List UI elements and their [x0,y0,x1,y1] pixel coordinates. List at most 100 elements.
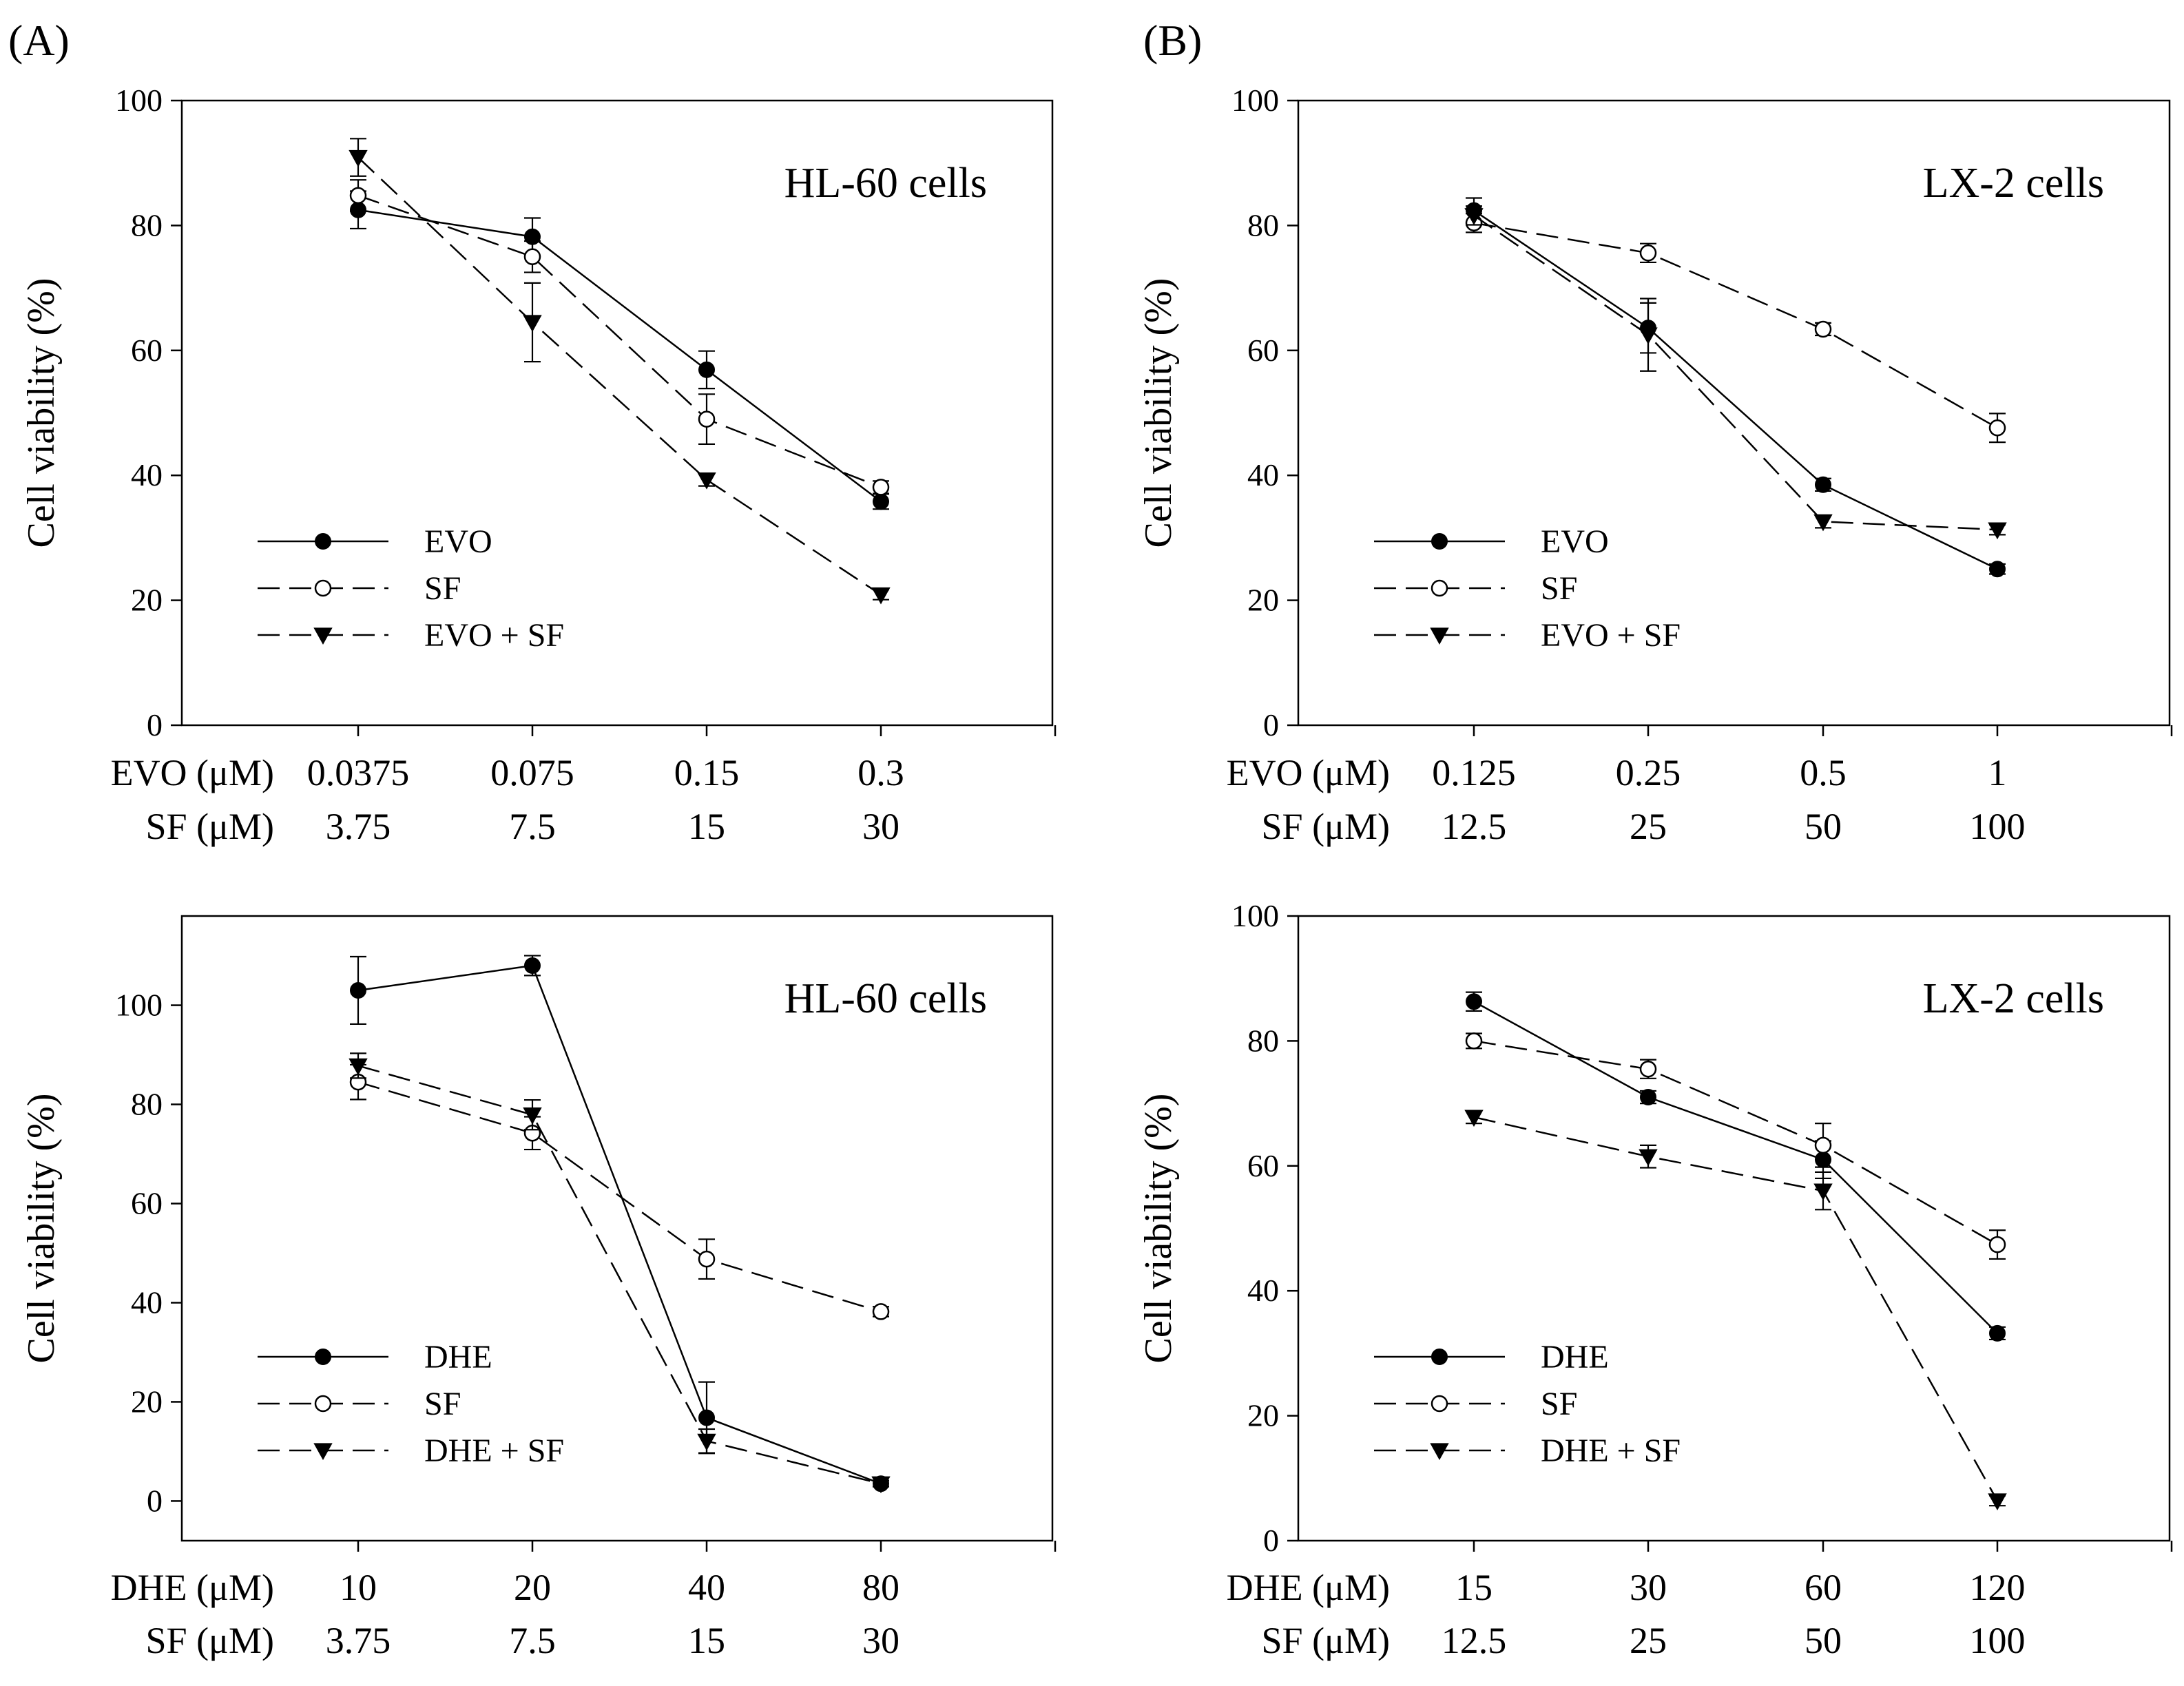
x-tick-label: 100 [1970,1620,2026,1661]
legend: DHE SF DHE + SF [1374,1339,1681,1469]
x-tick-label: 0.15 [674,752,740,793]
data-point [697,1433,716,1451]
data-point [1988,1493,2007,1511]
data-point [872,1303,890,1320]
legend-marker [1431,579,1448,597]
y-tick-label: 40 [131,457,163,492]
x-tick-label: 0.5 [1800,752,1847,793]
data-point [1989,1324,2006,1342]
x-tick-label: 25 [1630,1620,1667,1661]
series-2 [1465,213,2006,444]
series-line [1473,214,1998,531]
data-point [698,361,715,378]
x-tick-label: 120 [1970,1567,2026,1608]
data-point [350,981,366,999]
data-point [1815,476,1831,493]
series-line [357,194,882,488]
series-3 [1464,1110,2007,1511]
chart-title: LX-2 cells [1923,975,2104,1022]
x-tick-label: 12.5 [1442,1620,1507,1661]
x-tick-label: 1 [1988,752,2007,793]
x-row-label: SF (μM) [146,1620,275,1661]
y-axis-label: Cell viability (%) [1137,1094,1180,1364]
x-tick-label: 100 [1970,806,2026,847]
x-tick-label: 30 [862,806,899,847]
y-tick-label: 60 [1247,1148,1279,1183]
legend-marker [1430,1443,1449,1461]
data-point [1464,1110,1484,1127]
data-point [1464,208,1484,225]
x-row-label: DHE (μM) [1227,1567,1390,1608]
data-point [1465,1032,1483,1050]
y-tick-label: 40 [1247,1273,1279,1308]
series-line [357,1065,882,1485]
legend-entry: EVO [424,523,492,560]
legend-entry: SF [1541,1386,1577,1422]
legend: EVO SF EVO + SF [258,523,564,654]
data-point [523,1107,542,1125]
x-tick-label: 10 [340,1567,377,1608]
x-tick-label: 20 [514,1567,551,1608]
x-tick-label: 0.075 [490,752,574,793]
chart-title: HL-60 cells [784,160,987,207]
y-tick-label: 80 [131,1087,163,1122]
data-point [1814,320,1832,338]
y-tick-label: 40 [1247,457,1279,492]
y-tick-label: 60 [1247,333,1279,368]
data-point [698,410,716,428]
legend-marker [315,533,331,550]
x-tick-label: 0.25 [1616,752,1681,793]
legend-marker [1430,627,1449,645]
data-point [872,479,890,496]
y-axis-label: Cell viability (%) [1137,278,1180,548]
series-3 [1464,205,2007,540]
legend-entry: EVO + SF [1541,617,1681,654]
legend: DHE SF DHE + SF [258,1339,564,1469]
data-point [1639,1060,1657,1078]
x-row-label: DHE (μM) [111,1567,274,1608]
y-axis-label: Cell viability (%) [20,1094,63,1364]
data-point [1639,327,1658,345]
x-tick-label: 0.0375 [307,752,410,793]
chart-4: 0 20 40 60 80 100 Cell viability (%) DHE (μM) 15… [1137,898,2173,1661]
legend-marker [1431,1349,1448,1365]
x-tick-label: 50 [1805,1620,1842,1661]
x-tick-label: 60 [1805,1567,1842,1608]
legend-entry: DHE + SF [1541,1433,1681,1469]
data-point [349,187,367,205]
y-tick-label: 20 [131,1384,163,1419]
y-tick-label: 60 [131,333,163,368]
data-point [524,957,541,974]
series-3 [349,138,891,605]
y-tick-label: 80 [131,207,163,242]
legend-entry: SF [424,1386,461,1422]
legend-marker [314,1395,332,1413]
x-tick-label: 12.5 [1442,806,1507,847]
series-line [1473,1040,1998,1246]
data-point [1813,514,1833,532]
x-row-label: SF (μM) [146,806,275,847]
data-point [1813,1183,1833,1201]
data-point [523,315,542,333]
y-tick-label: 20 [1247,583,1279,618]
y-tick-label: 80 [1247,1023,1279,1058]
x-tick-label: 80 [862,1567,899,1608]
legend: EVO SF EVO + SF [1374,523,1681,654]
x-tick-label: 0.125 [1432,752,1516,793]
x-tick-label: 15 [1455,1567,1493,1608]
x-tick-label: 15 [688,1620,725,1661]
data-point [1988,1236,2006,1253]
x-tick-label: 0.3 [857,752,904,793]
data-point [1989,561,2006,578]
chart-2: 0 20 40 60 80 100 Cell viability (%) EVO (μM) 0.… [1137,83,2173,847]
panel-label-b: (B) [1143,16,1202,65]
x-tick-label: 3.75 [326,806,391,847]
y-tick-label: 60 [131,1186,163,1221]
series-line [357,156,882,596]
y-tick-label: 100 [1231,83,1279,118]
series-3 [349,1052,891,1494]
y-axis-label: Cell viability (%) [20,278,63,548]
legend-entry: EVO [1541,523,1609,560]
series-line [1473,209,1998,570]
